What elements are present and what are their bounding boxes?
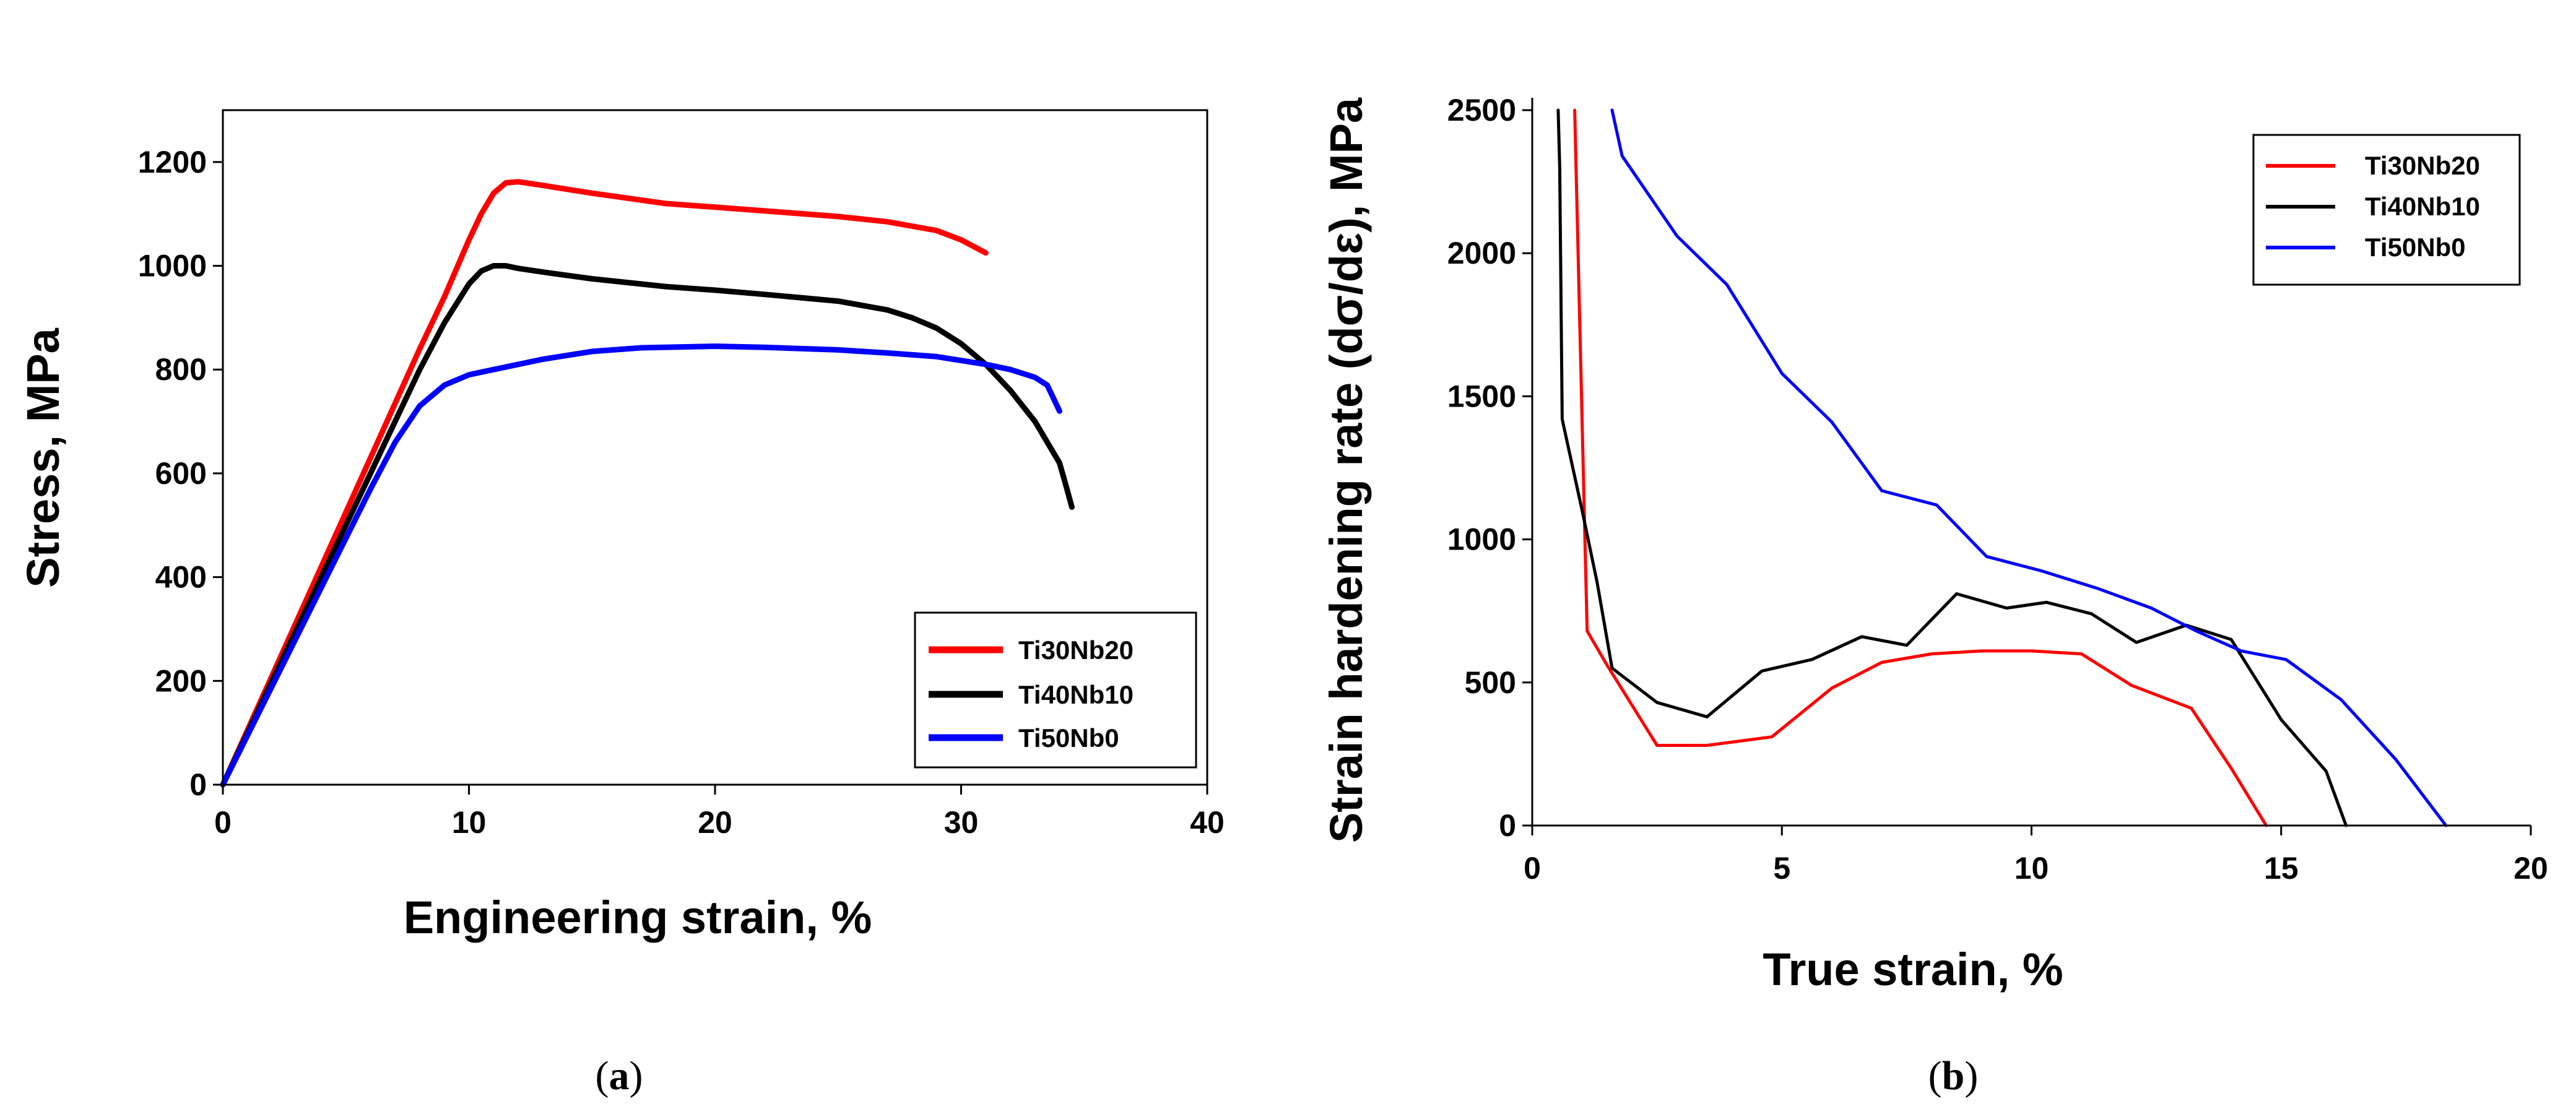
b-series-ti50nb0 bbox=[1610, 108, 2448, 827]
panel-b-chart: 0 5 10 15 20 0 500 1000 1500 2000 2500 Ti30Nb20 Ti… bbox=[1321, 93, 2548, 1098]
b-y-tick-label: 0 bbox=[1499, 808, 1516, 843]
legend-label-ti40nb10: Ti40Nb10 bbox=[2365, 192, 2480, 221]
a-y-tick-label: 1200 bbox=[138, 145, 207, 179]
panel-b-y-axis-label: Strain hardening rate (dσ/dε), MPa bbox=[1321, 97, 1372, 843]
legend-label-ti50nb0: Ti50Nb0 bbox=[1018, 723, 1119, 753]
panel-a-legend-box bbox=[914, 611, 1197, 769]
panel-b-caption: (b) bbox=[1928, 1053, 1979, 1098]
a-x-tick-label: 40 bbox=[1190, 805, 1225, 840]
a-y-tick-label: 800 bbox=[155, 352, 207, 387]
a-y-tick-label: 600 bbox=[155, 456, 207, 491]
panel-b-legend: Ti30Nb20 Ti40Nb10 Ti50Nb0 bbox=[2252, 134, 2521, 286]
a-y-tick-label: 200 bbox=[155, 663, 207, 698]
a-x-tick-label: 30 bbox=[944, 805, 979, 840]
panel-b-axis-ticks: 0 5 10 15 20 0 500 1000 1500 2000 2500 bbox=[1447, 93, 2548, 886]
a-y-tick-label: 0 bbox=[189, 767, 207, 802]
a-series-ti50nb0 bbox=[220, 343, 1062, 788]
b-x-tick-label: 15 bbox=[2264, 851, 2299, 886]
panel-b-x-axis-label: True strain, % bbox=[1763, 944, 2063, 995]
legend-label-ti40nb10: Ti40Nb10 bbox=[1018, 680, 1134, 709]
a-y-tick-label: 1000 bbox=[138, 249, 207, 283]
legend-label-ti30nb20: Ti30Nb20 bbox=[2365, 151, 2480, 180]
legend-label-ti50nb0: Ti50Nb0 bbox=[2365, 233, 2466, 262]
panel-a-legend: Ti30Nb20 Ti40Nb10 Ti50Nb0 bbox=[914, 611, 1197, 769]
b-y-tick-label: 500 bbox=[1465, 665, 1516, 700]
b-series-ti30nb20 bbox=[1573, 108, 2268, 827]
b-series-ti40nb10 bbox=[1556, 108, 2348, 827]
panel-a-marks bbox=[220, 179, 1075, 788]
a-series-ti40nb10 bbox=[220, 263, 1075, 788]
b-y-tick-label: 2500 bbox=[1447, 93, 1516, 127]
panel-a-y-axis-label: Stress, MPa bbox=[17, 327, 69, 587]
panel-b-legend-box bbox=[2252, 134, 2521, 286]
legend-label-ti30nb20: Ti30Nb20 bbox=[1018, 636, 1134, 665]
panel-a-caption: (a) bbox=[596, 1053, 643, 1098]
b-x-tick-label: 20 bbox=[2513, 851, 2548, 886]
b-y-tick-label: 1000 bbox=[1447, 522, 1516, 557]
panel-b-marks bbox=[1556, 108, 2448, 827]
panel-a-x-axis-label: Engineering strain, % bbox=[404, 892, 872, 943]
b-x-tick-label: 5 bbox=[1773, 851, 1790, 886]
a-x-tick-label: 20 bbox=[698, 805, 732, 840]
b-y-tick-label: 2000 bbox=[1447, 236, 1516, 270]
a-series-ti30nb20 bbox=[220, 179, 989, 788]
a-y-tick-label: 400 bbox=[155, 560, 207, 595]
b-x-tick-label: 10 bbox=[2014, 851, 2049, 886]
b-x-tick-label: 0 bbox=[1524, 851, 1541, 886]
b-y-tick-label: 1500 bbox=[1447, 379, 1516, 413]
a-x-tick-label: 0 bbox=[214, 805, 232, 840]
a-x-tick-label: 10 bbox=[452, 805, 487, 840]
